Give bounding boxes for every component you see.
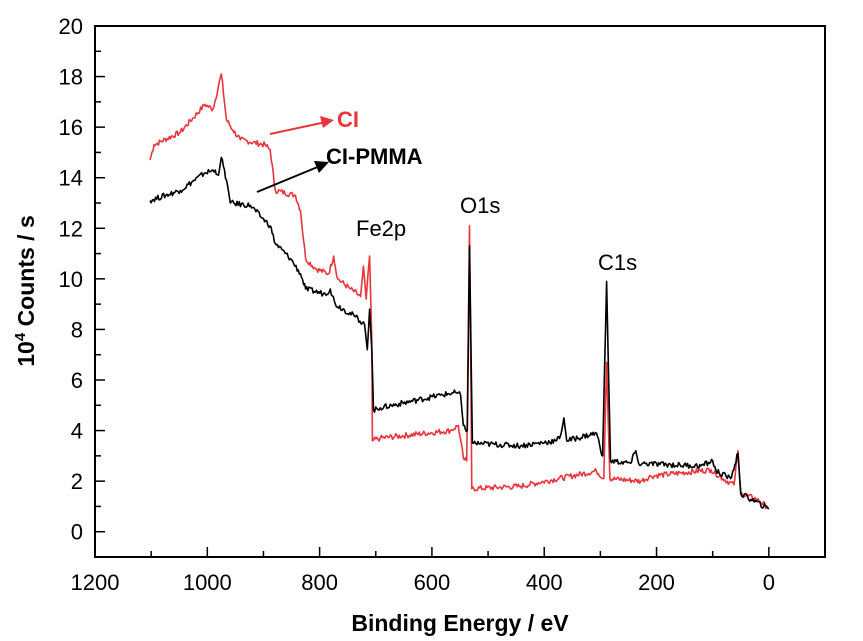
y-axis-title: 104 Counts / s xyxy=(12,215,39,367)
x-tick-label: 1200 xyxy=(71,570,120,595)
series-line-ci xyxy=(149,73,770,510)
y-tick-label: 8 xyxy=(71,317,83,342)
annotation-ci-pmma-arrow xyxy=(256,165,321,193)
y-axis-title-suffix: Counts / s xyxy=(13,215,39,333)
y-tick-label: 6 xyxy=(71,368,83,393)
x-tick-label: 400 xyxy=(526,570,563,595)
y-tick-label: 2 xyxy=(71,469,83,494)
annotation-ci-pmma-arrowhead xyxy=(314,161,329,173)
annotation-ci-label: CI xyxy=(337,107,359,132)
x-tick-label: 600 xyxy=(414,570,451,595)
annotation-ci-pmma-label: CI-PMMA xyxy=(326,144,423,169)
series-layer xyxy=(149,73,770,510)
x-tick-label: 800 xyxy=(301,570,338,595)
peak-label-c1s: C1s xyxy=(598,250,637,275)
y-tick-label: 20 xyxy=(59,14,83,39)
annotation-ci-arrow xyxy=(269,121,327,135)
series-line-ci-pmma xyxy=(149,156,770,510)
y-tick-label: 0 xyxy=(71,520,83,545)
plot-frame xyxy=(94,25,826,558)
y-tick-label: 12 xyxy=(59,216,83,241)
y-axis-title-prefix: 10 xyxy=(13,341,39,367)
x-tick-label: 0 xyxy=(763,570,775,595)
peak-label-o1s: O1s xyxy=(460,193,500,218)
y-tick-label: 14 xyxy=(59,166,83,191)
y-tick-label: 18 xyxy=(59,65,83,90)
y-tick-label: 10 xyxy=(59,267,83,292)
annotation-ci-pmma: CI-PMMA xyxy=(256,144,423,193)
annotation-ci-arrowhead xyxy=(320,116,334,128)
y-tick-label: 4 xyxy=(71,419,83,444)
annotation-ci: CI xyxy=(269,107,359,135)
y-axis-title-exponent: 4 xyxy=(12,332,29,341)
x-tick-label: 1000 xyxy=(183,570,232,595)
ticks-layer: 1200 1000 800 600 400 200 0 0 2 4 6 8 10 12 14 16 18 20 xyxy=(59,14,826,595)
x-tick-label: 200 xyxy=(638,570,675,595)
y-tick-label: 16 xyxy=(59,115,83,140)
x-axis-title: Binding Energy / eV xyxy=(351,610,569,636)
peak-label-fe2p: Fe2p xyxy=(356,216,406,241)
